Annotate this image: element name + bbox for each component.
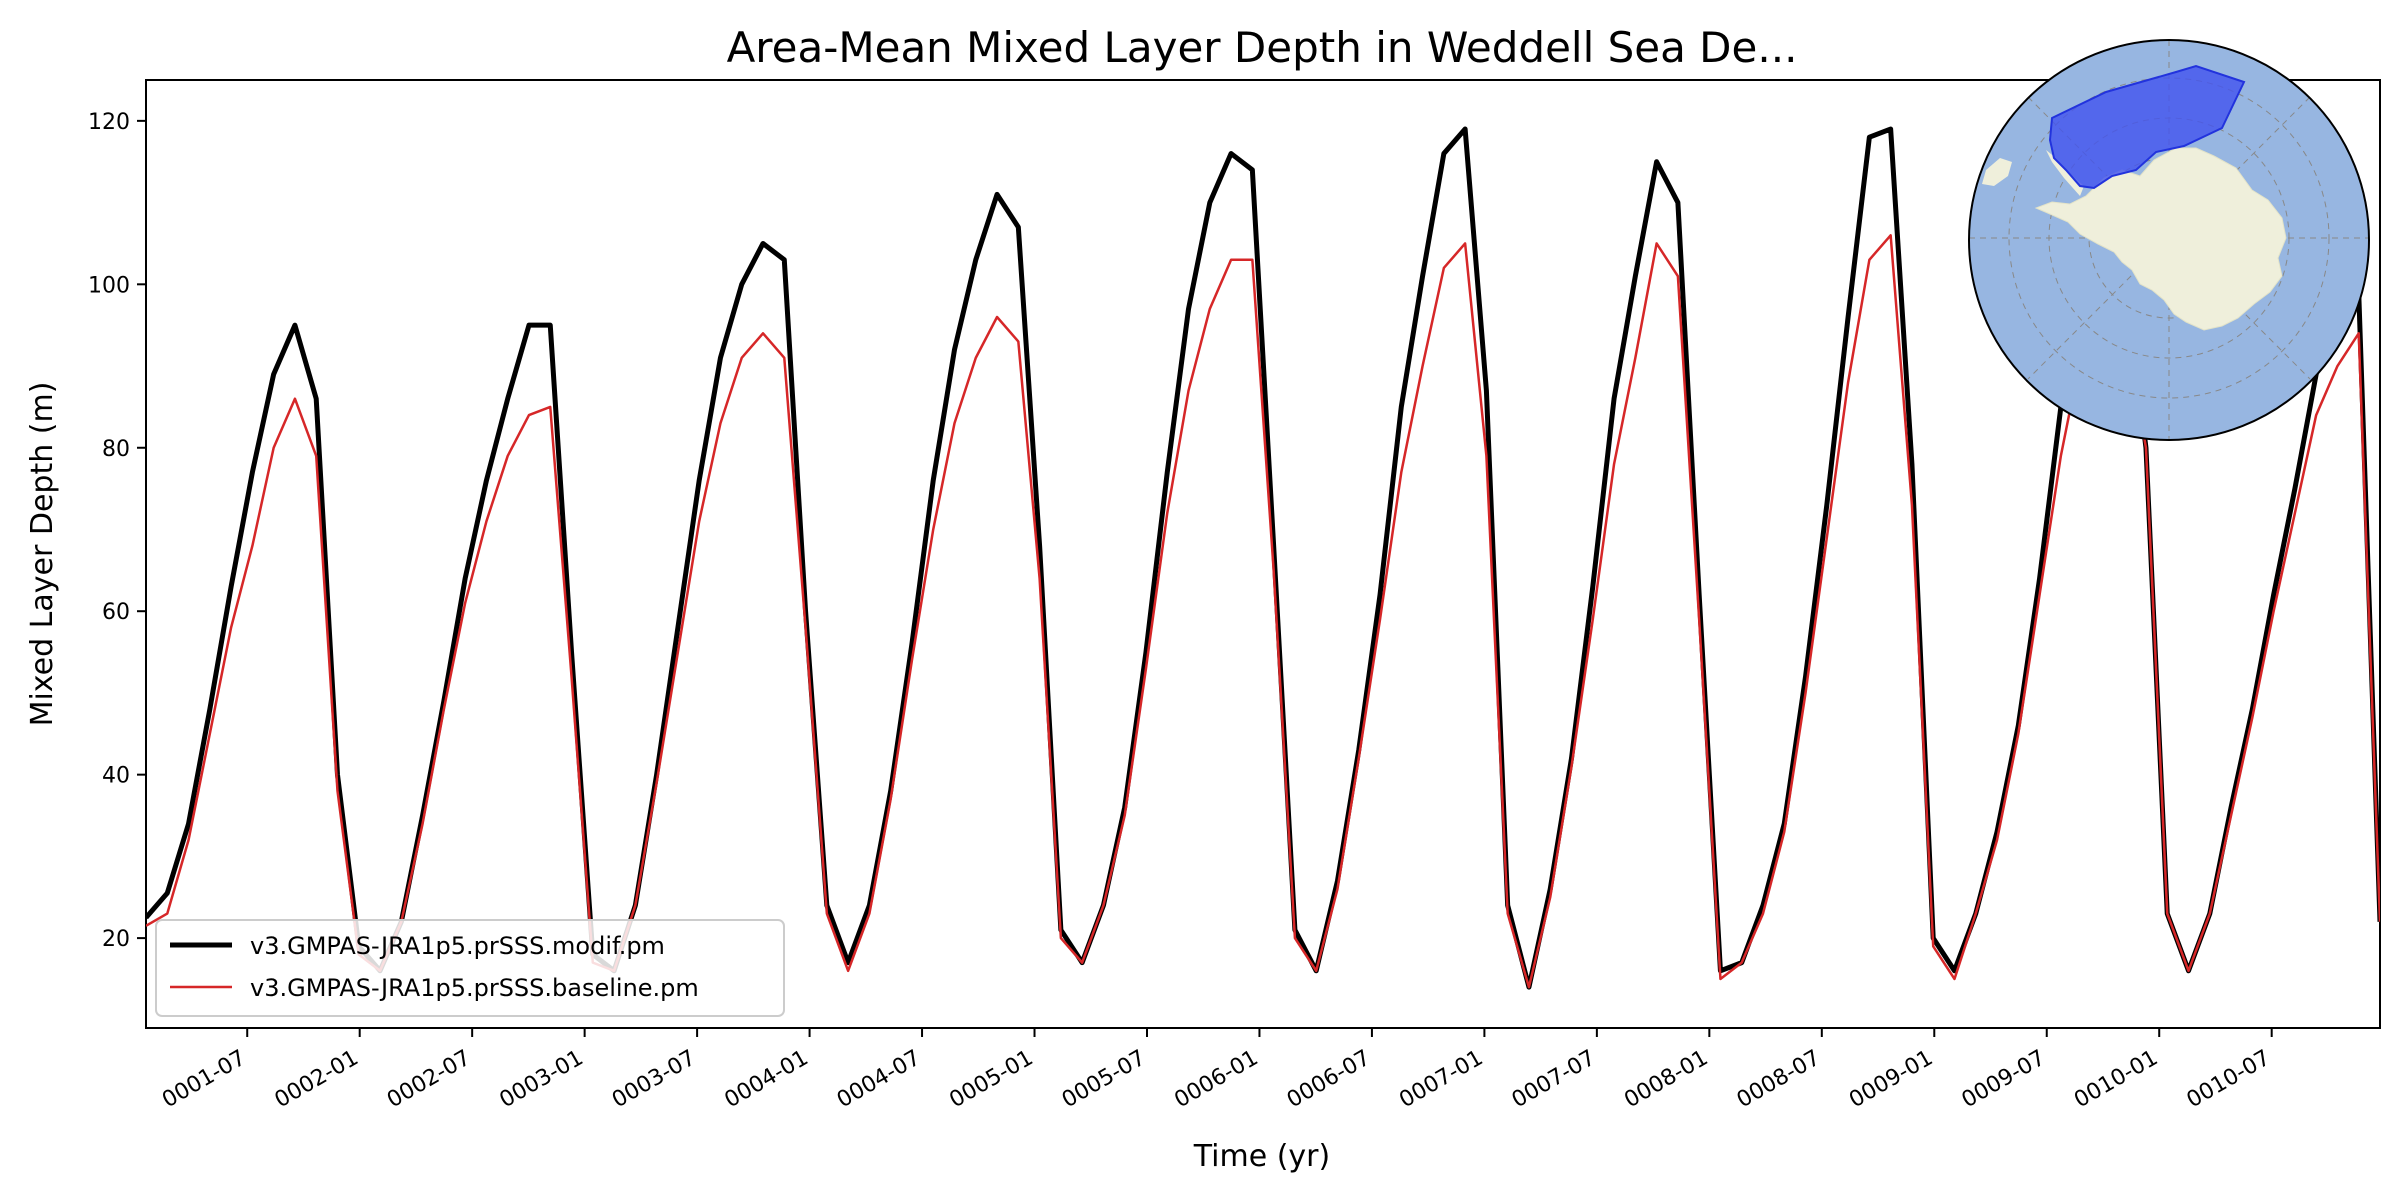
x-tick-label: 0004-01 bbox=[720, 1046, 812, 1114]
x-tick-label: 0004-07 bbox=[833, 1046, 925, 1114]
x-tick-label: 0010-01 bbox=[2070, 1046, 2162, 1114]
y-tick-label: 20 bbox=[102, 927, 130, 952]
y-tick-label: 40 bbox=[102, 764, 130, 789]
y-axis: 20 40 60 80 100 120 bbox=[88, 110, 146, 952]
inset-antarctica bbox=[2034, 147, 2287, 331]
series-line-baseline bbox=[146, 234, 2380, 989]
inset-map bbox=[1968, 39, 2370, 441]
x-tick-label: 0002-07 bbox=[383, 1046, 475, 1114]
x-tick-label: 0006-01 bbox=[1170, 1046, 1262, 1114]
x-tick-label: 0008-07 bbox=[1733, 1046, 1825, 1114]
x-tick-label: 0003-01 bbox=[496, 1046, 588, 1114]
legend: v3.GMPAS-JRA1p5.prSSS.modif.pm v3.GMPAS-… bbox=[155, 919, 785, 1017]
x-tick-label: 0001-07 bbox=[158, 1046, 250, 1114]
chart-title: Area-Mean Mixed Layer Depth in Weddell S… bbox=[727, 23, 1798, 72]
x-tick-label: 0005-07 bbox=[1058, 1046, 1150, 1114]
inset-peninsula bbox=[2046, 150, 2084, 196]
x-tick-label: 0007-07 bbox=[1508, 1046, 1600, 1114]
legend-box bbox=[155, 919, 785, 1017]
y-tick-label: 80 bbox=[102, 437, 130, 462]
x-tick-label: 0005-01 bbox=[945, 1046, 1037, 1114]
x-tick-label: 0002-01 bbox=[271, 1046, 363, 1114]
series-line-modif bbox=[146, 126, 2380, 990]
inset-weddell-region bbox=[2048, 64, 2246, 190]
x-tick-label: 0007-01 bbox=[1395, 1046, 1487, 1114]
y-axis-title: Mixed Layer Depth (m) bbox=[25, 382, 60, 727]
x-axis-title: Time (yr) bbox=[1193, 1139, 1330, 1174]
inset-south-america bbox=[1982, 158, 2012, 186]
inset-border bbox=[1968, 39, 2370, 441]
x-tick-label: 0006-07 bbox=[1283, 1046, 1375, 1114]
legend-label-baseline: v3.GMPAS-JRA1p5.prSSS.baseline.pm bbox=[250, 974, 699, 1002]
x-tick-label: 0010-07 bbox=[2183, 1046, 2275, 1114]
x-tick-label: 0003-07 bbox=[608, 1046, 700, 1114]
y-tick-label: 120 bbox=[88, 110, 130, 135]
x-tick-label: 0009-07 bbox=[1958, 1046, 2050, 1114]
x-tick-label: 0008-01 bbox=[1620, 1046, 1712, 1114]
y-tick-label: 100 bbox=[88, 273, 130, 298]
series-layer bbox=[146, 126, 2380, 990]
y-tick-label: 60 bbox=[102, 600, 130, 625]
legend-label-modif: v3.GMPAS-JRA1p5.prSSS.modif.pm bbox=[250, 932, 665, 960]
x-axis: 0001-07 0002-01 0002-07 0003-01 0003-07 0004-… bbox=[158, 1028, 2275, 1113]
x-tick-label: 0009-01 bbox=[1845, 1046, 1937, 1114]
